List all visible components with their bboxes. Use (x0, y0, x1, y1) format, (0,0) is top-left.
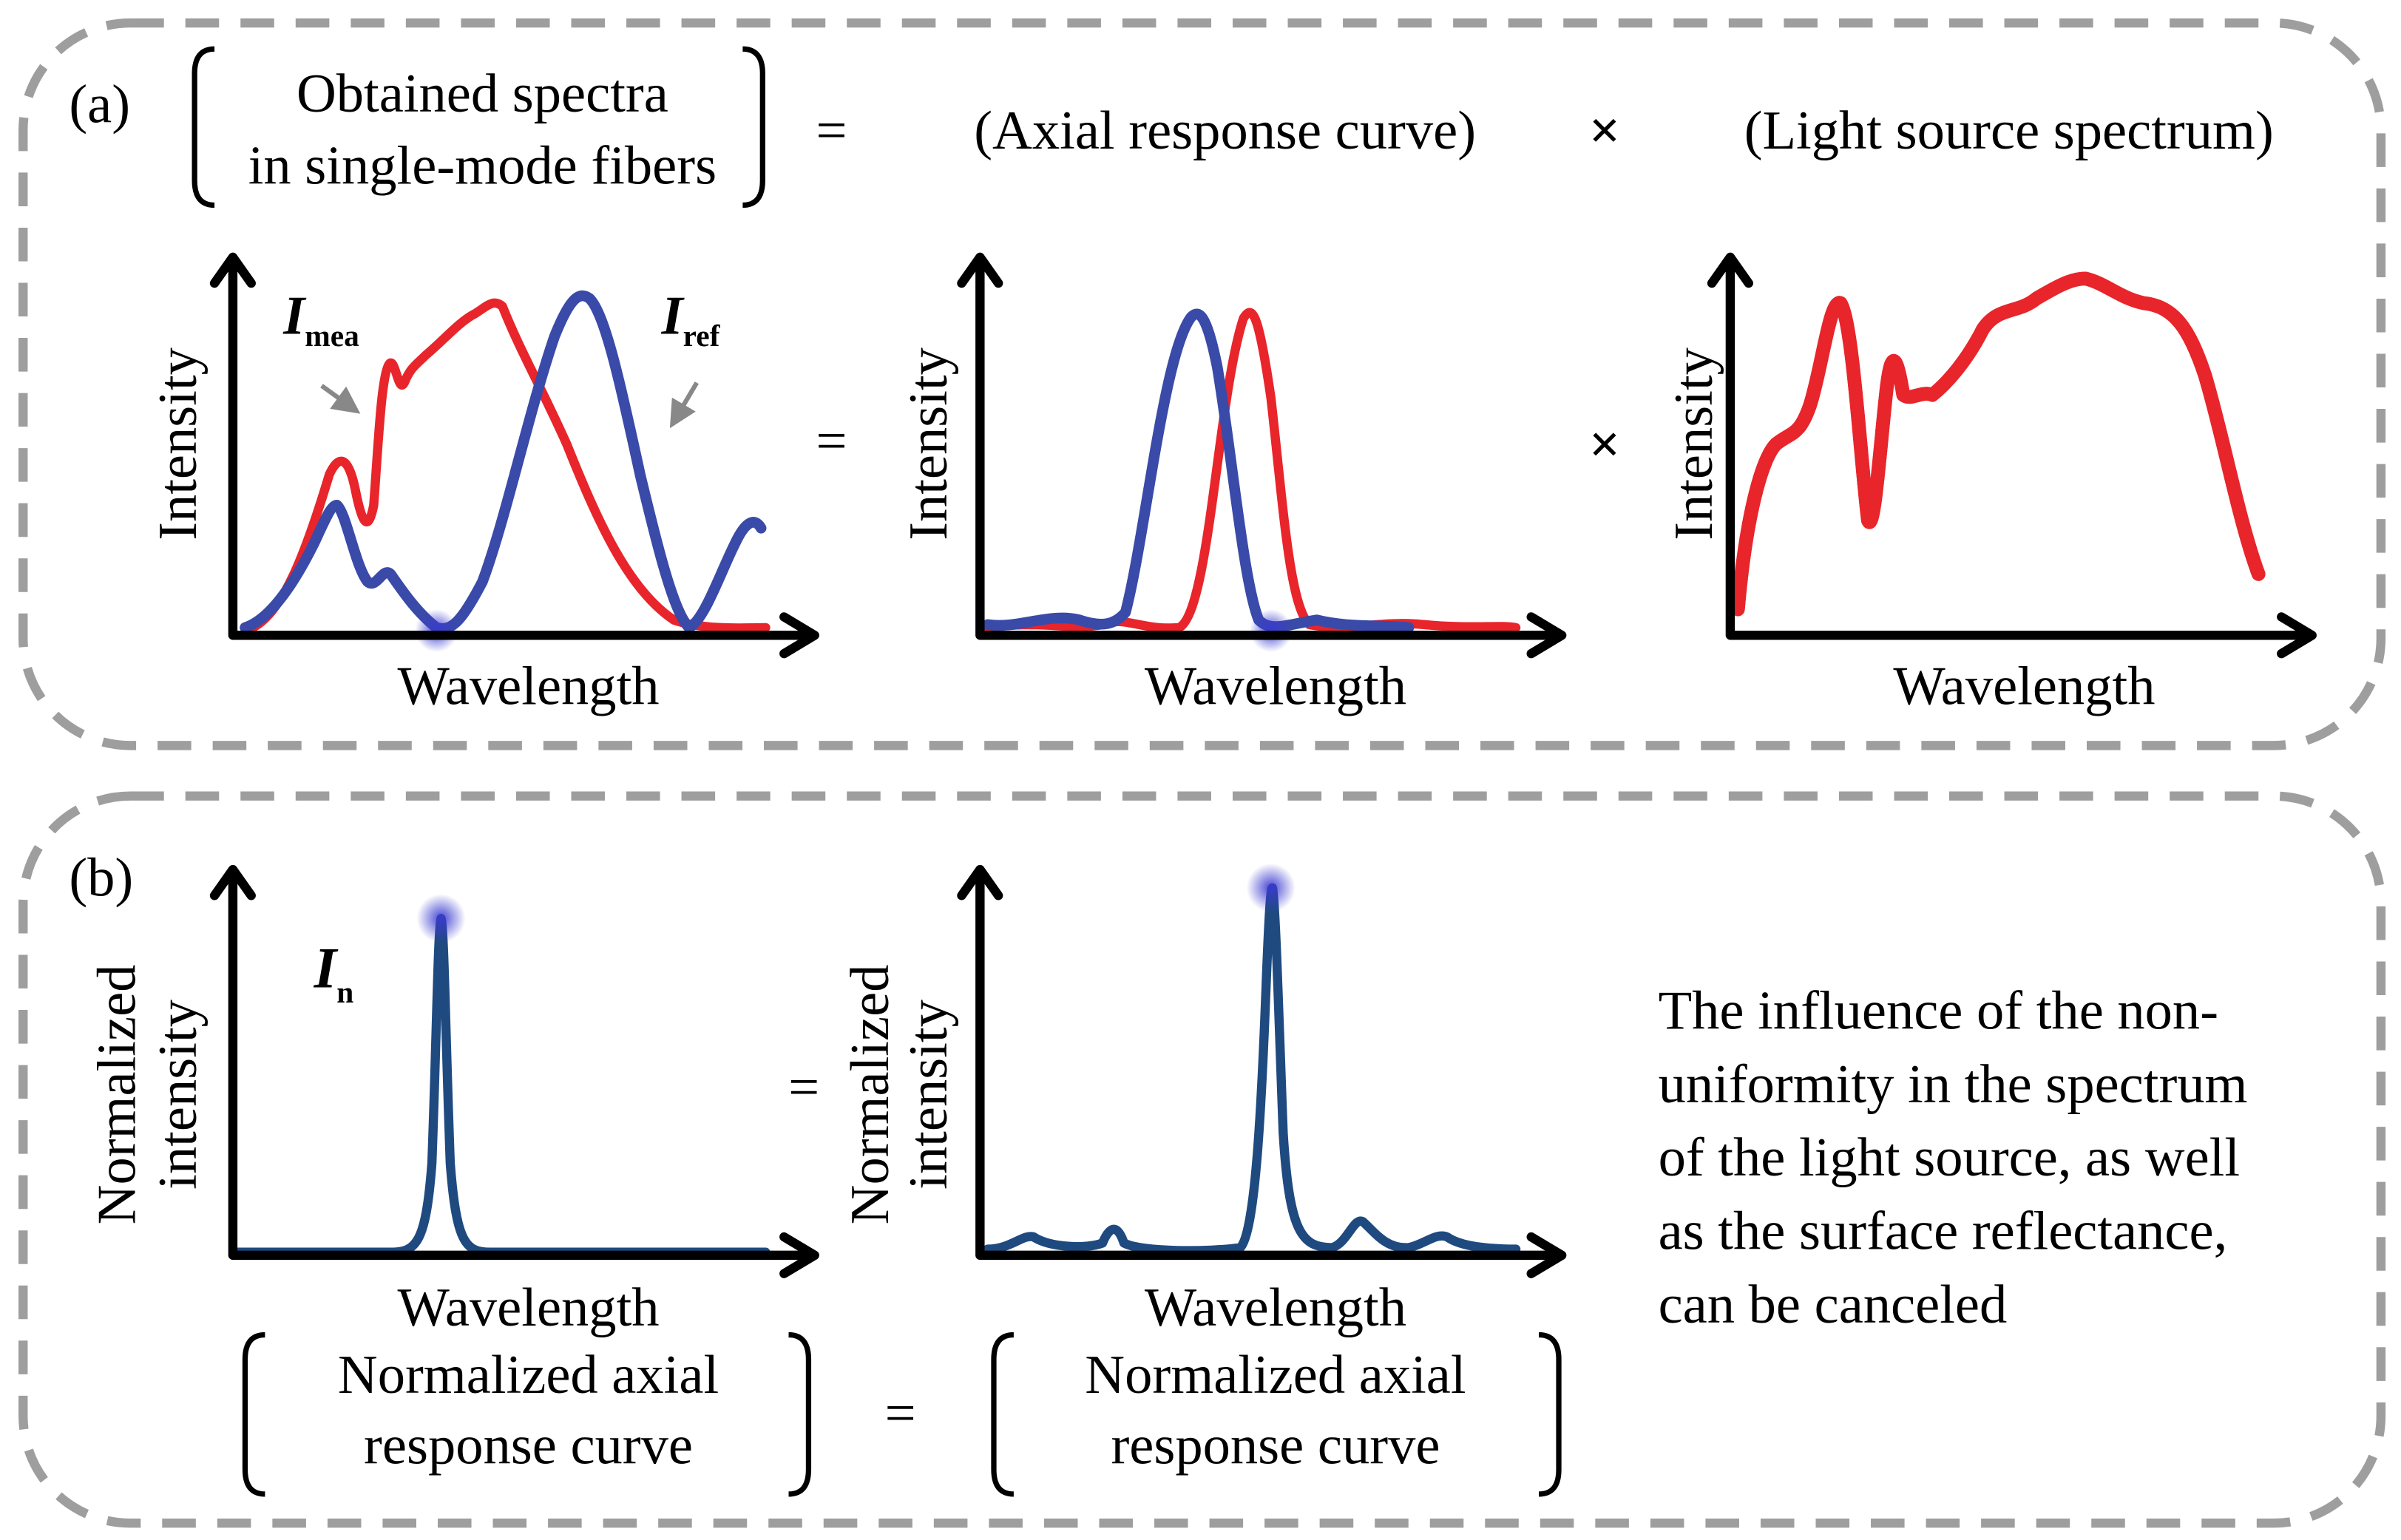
note-line: of the light source, as well (1659, 1127, 2241, 1188)
x-axis-label: Wavelength (397, 1278, 659, 1338)
y-axis-label-line2: intensity (898, 1000, 959, 1190)
right-bracket (788, 1332, 812, 1497)
ref-arrow (669, 381, 699, 429)
peak-glow (1246, 863, 1296, 913)
equals-sign: = (816, 101, 847, 161)
eq-left-line1: Obtained spectra (297, 64, 668, 124)
mea-arrow (320, 384, 361, 414)
plot-light-source: Intensity Wavelength (1664, 252, 2317, 716)
x-axis-label: Wavelength (397, 656, 659, 716)
left-bracket (192, 46, 215, 208)
normalized-axial-curve (983, 883, 1521, 1255)
plot-normalized-axial-response: Normalized intensity Wavelength (840, 863, 1567, 1338)
x-axis-label: Wavelength (1145, 656, 1406, 716)
source-spectrum-curve (1738, 279, 2258, 609)
y-axis-label-line1: Normalized (87, 965, 147, 1225)
note-text: The influence of the non- uniformity in … (1659, 980, 2248, 1335)
x-axis-label: Wavelength (1145, 1278, 1406, 1338)
note-line: The influence of the non- (1659, 980, 2218, 1041)
panel-b-label: (b) (69, 847, 133, 908)
plot-measured-reference: Intensity Wavelength Imea Iref (148, 252, 819, 716)
equals-sign: = (788, 1057, 819, 1118)
plot-axial-response: Intensity Wavelength (898, 252, 1567, 716)
eq-left-line2: in single-mode fibers (248, 135, 717, 196)
y-axis-label-line2: intensity (148, 1000, 209, 1190)
caption-left-line2: response curve (364, 1415, 693, 1476)
axes (209, 252, 819, 659)
reference-curve (240, 290, 767, 634)
y-axis-label-line1: Normalized (840, 965, 901, 1225)
panel-a: (a) Obtained spectra in single-mode fibe… (18, 18, 2386, 750)
caption-right-line1: Normalized axial (1085, 1345, 1466, 1405)
axes (957, 252, 1567, 659)
panel-a-label: (a) (69, 75, 130, 135)
left-bracket (991, 1332, 1015, 1497)
panel-b: (b) Normalized intensity Wavelength In =… (18, 791, 2386, 1528)
axes (1707, 252, 2317, 659)
equals-sign-2: = (816, 411, 847, 472)
plot-normalized-intensity: Normalized intensity Wavelength In (87, 864, 819, 1338)
ref-symbol: Iref (661, 285, 721, 353)
right-bracket (1538, 1332, 1562, 1497)
x-axis-label: Wavelength (1893, 656, 2155, 716)
times-sign-2: × (1589, 414, 1620, 475)
right-bracket (742, 46, 765, 208)
note-line: can be canceled (1659, 1275, 2008, 1335)
panel-b-frame (18, 791, 2386, 1528)
note-line: uniformity in the spectrum (1659, 1054, 2248, 1115)
y-axis-label: Intensity (898, 347, 959, 540)
eq-right: (Light source spectrum) (1744, 101, 2274, 161)
measured-curve (248, 298, 771, 633)
axes (209, 864, 819, 1278)
panel-a-frame (18, 18, 2386, 750)
y-axis-label: Intensity (148, 347, 209, 540)
axes (957, 864, 1567, 1278)
caption-right-line2: response curve (1111, 1415, 1440, 1476)
left-bracket (242, 1332, 265, 1497)
caption-equals: = (885, 1383, 916, 1444)
reference-axial-curve (982, 308, 1415, 634)
peak-glow (416, 894, 466, 943)
caption-left-line1: Normalized axial (338, 1345, 719, 1405)
y-axis-label: Intensity (1664, 347, 1724, 540)
eq-middle: (Axial response curve) (974, 101, 1476, 161)
mea-symbol: Imea (282, 285, 359, 353)
times-sign: × (1589, 101, 1620, 161)
normalized-symbol: In (314, 937, 354, 1010)
note-line: as the surface reflectance, (1659, 1201, 2228, 1262)
